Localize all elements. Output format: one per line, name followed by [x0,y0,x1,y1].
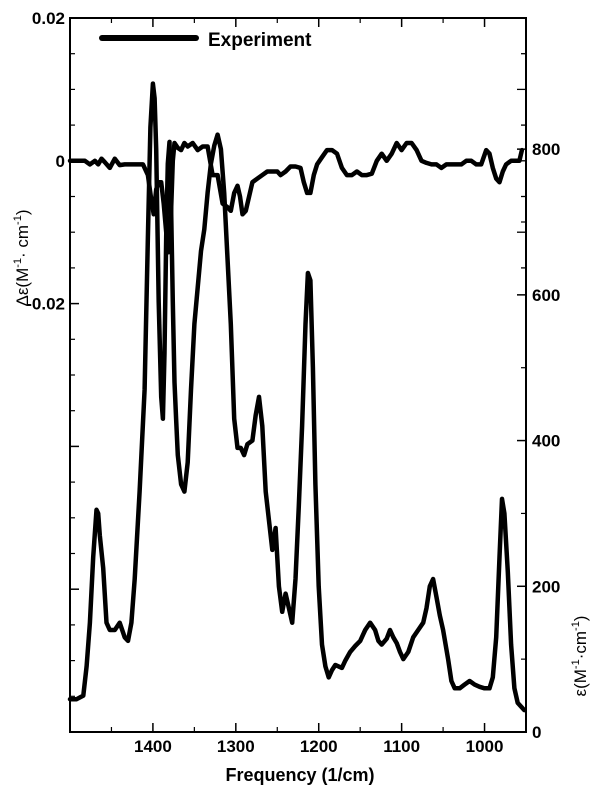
left-axis-title: Δε(M-1· cm-1) [12,209,32,306]
legend: Experiment [99,30,312,51]
left-axis-title-sup1: -1 [12,258,24,268]
right-axis-title: ε(M-1·cm-1) [570,616,590,697]
legend-label: Experiment [208,30,312,51]
plot-frame [69,17,527,733]
plot-background [70,18,526,732]
left-tick-label: 0 [56,152,65,171]
right-tick-label: 0 [532,723,541,742]
x-tick-label: 1400 [134,737,172,756]
right-axis-title-mid: ·cm [571,631,590,659]
left-tick-label: 0.02 [32,9,65,28]
right-axis-title-main: ε(M [571,669,590,696]
x-axis-title: Frequency (1/cm) [225,765,374,785]
lines-layer [67,81,527,713]
right-axis-title-end: ) [571,616,590,622]
series-line-ir-spectrum [67,81,527,713]
left-axis-title-mid: · cm [13,225,32,258]
x-tick-label: 1100 [383,737,420,756]
x-tick-label: 1300 [217,737,255,756]
left-axis-title-main: Δε(M [13,268,32,307]
right-axis-title-sup1: -1 [570,659,582,669]
right-tick-label: 200 [532,577,560,596]
right-tick-label: 800 [532,140,560,159]
x-tick-label: 1000 [466,737,504,756]
left-axis-title-sup2: -1 [12,215,24,225]
left-axis-title-end: ) [13,209,32,215]
ticks-layer: 1400 1300 1200 1100 1000 0.02 0 -0.02 0 200 400 600… [26,9,560,756]
left-tick-label: -0.02 [26,295,65,314]
x-tick-label: 1200 [300,737,338,756]
right-tick-label: 600 [532,286,560,305]
right-tick-label: 400 [532,432,560,451]
right-axis-title-sup2: -1 [570,621,582,631]
